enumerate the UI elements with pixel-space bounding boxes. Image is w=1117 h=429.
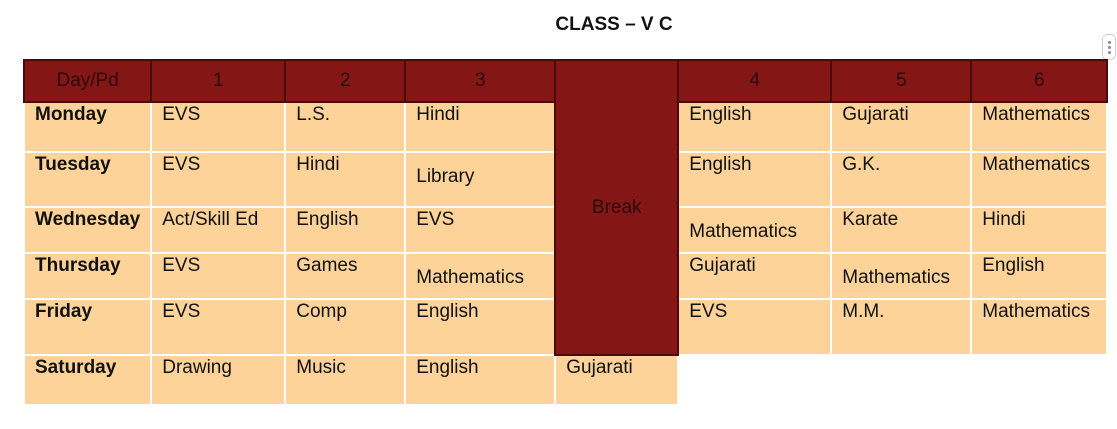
day-cell: Thursday	[22, 252, 153, 300]
day-cell: Friday	[22, 298, 153, 356]
header-period-4: 4	[677, 59, 833, 103]
table-row: Thursday EVS Games Mathematics Gujarati …	[22, 252, 1109, 300]
period-cell: EVS	[150, 151, 287, 208]
period-cell: Hindi	[970, 206, 1109, 254]
period-cell: Mathematics	[970, 151, 1109, 208]
period-cell: English	[677, 151, 833, 208]
period-cell: English	[404, 354, 557, 406]
period-cell: EVS	[150, 252, 287, 300]
table-row: Saturday Drawing Music English Gujarati	[22, 354, 1107, 406]
period-cell: Library	[404, 151, 557, 208]
period-cell: Drawing	[150, 354, 287, 406]
header-period-3: 3	[404, 59, 557, 103]
period-cell: EVS	[677, 298, 833, 356]
table-row: Tuesday EVS Hindi Library English G.K. M…	[22, 151, 1109, 208]
day-cell: Tuesday	[22, 151, 153, 208]
page-title: CLASS – V C	[555, 14, 673, 35]
header-period-6: 6	[970, 59, 1109, 103]
table-row: Wednesday Act/Skill Ed English EVS Mathe…	[22, 206, 1109, 254]
period-cell: Mathematics	[404, 252, 557, 300]
period-cell: Music	[284, 354, 407, 406]
period-cell: L.S.	[284, 101, 407, 153]
period-cell: Hindi	[404, 101, 557, 153]
period-cell: Gujarati	[830, 101, 973, 153]
empty-cell	[677, 354, 833, 406]
period-cell: Gujarati	[554, 354, 680, 406]
period-cell: Gujarati	[677, 252, 833, 300]
table-row: Monday EVS L.S. Hindi English Gujarati M…	[22, 101, 1109, 153]
table-row: Friday EVS Comp English EVS M.M. Mathema…	[22, 298, 1109, 356]
period-cell: EVS	[404, 206, 557, 254]
period-cell: EVS	[150, 101, 287, 153]
period-cell: Mathematics	[830, 252, 973, 300]
day-cell: Saturday	[22, 354, 153, 406]
timetable: Day/Pd 1 2 3 Break 4 5 6 Monday EVS L.S.…	[22, 59, 1109, 406]
period-cell: M.M.	[830, 298, 973, 356]
header-period-1: 1	[150, 59, 287, 103]
header-row: Day/Pd 1 2 3 Break 4 5 6	[22, 59, 1109, 356]
period-cell: G.K.	[830, 151, 973, 208]
period-cell: Games	[284, 252, 407, 300]
period-cell: Karate	[830, 206, 973, 254]
header-period-2: 2	[284, 59, 407, 103]
day-cell: Wednesday	[22, 206, 153, 254]
period-cell: English	[970, 252, 1109, 300]
drag-handle-icon[interactable]	[1102, 34, 1116, 60]
header-day-period: Day/Pd	[22, 59, 153, 103]
period-cell: English	[404, 298, 557, 356]
period-cell: EVS	[150, 298, 287, 356]
period-cell: Mathematics	[677, 206, 833, 254]
period-cell: Comp	[284, 298, 407, 356]
period-cell: English	[677, 101, 833, 153]
period-cell: Hindi	[284, 151, 407, 208]
period-cell: Act/Skill Ed	[150, 206, 287, 254]
day-cell: Monday	[22, 101, 153, 153]
period-cell: Mathematics	[970, 298, 1109, 356]
break-cell: Break	[554, 59, 680, 356]
period-cell: English	[284, 206, 407, 254]
header-period-5: 5	[830, 59, 973, 103]
empty-cell	[830, 354, 973, 406]
period-cell: Mathematics	[970, 101, 1109, 153]
